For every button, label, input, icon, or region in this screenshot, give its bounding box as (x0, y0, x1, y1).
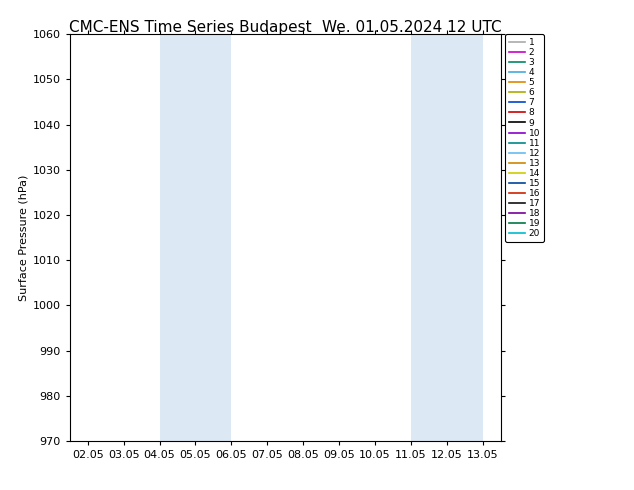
Legend: 1, 2, 3, 4, 5, 6, 7, 8, 9, 10, 11, 12, 13, 14, 15, 16, 17, 18, 19, 20: 1, 2, 3, 4, 5, 6, 7, 8, 9, 10, 11, 12, 1… (505, 34, 544, 242)
Bar (411, 34, 483, 441)
Bar (160, 34, 231, 441)
Text: CMC-ENS Time Series Budapest: CMC-ENS Time Series Budapest (69, 20, 311, 35)
Y-axis label: Surface Pressure (hPa): Surface Pressure (hPa) (18, 174, 29, 301)
Text: We. 01.05.2024 12 UTC: We. 01.05.2024 12 UTC (322, 20, 502, 35)
